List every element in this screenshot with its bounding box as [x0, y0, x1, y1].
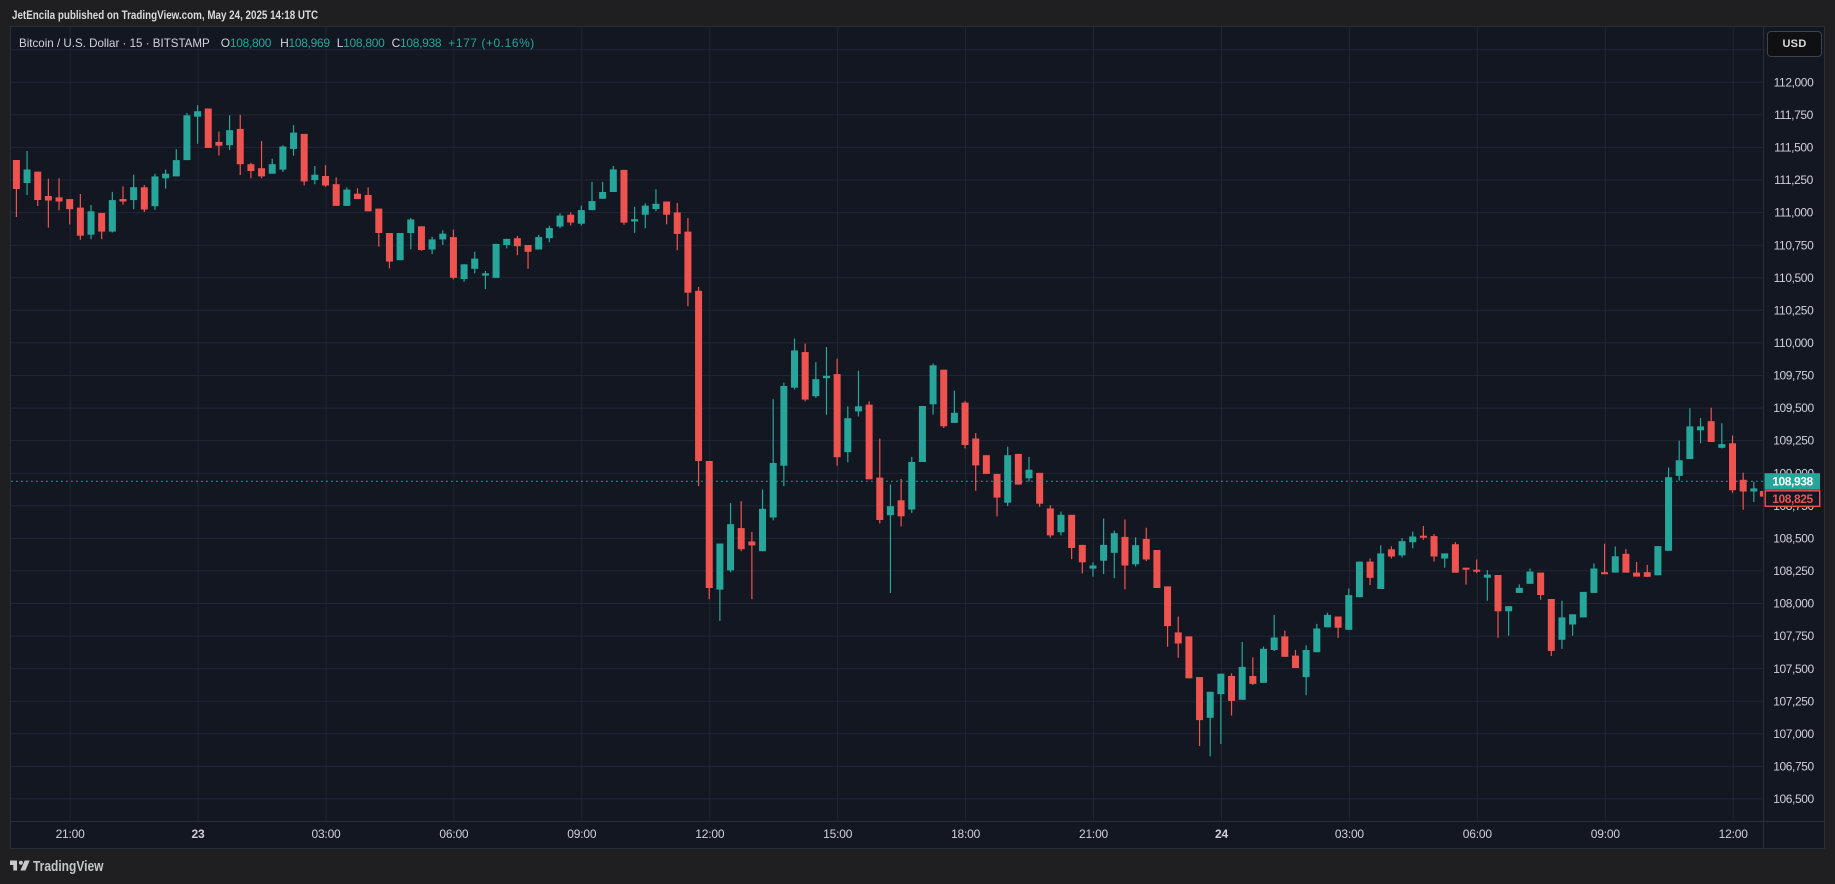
svg-text:110,750: 110,750 [1774, 238, 1814, 252]
svg-text:09:00: 09:00 [1591, 827, 1621, 841]
svg-text:110,000: 110,000 [1774, 336, 1814, 350]
svg-text:111,250: 111,250 [1774, 173, 1814, 187]
svg-text:21:00: 21:00 [1079, 827, 1109, 841]
svg-text:18:00: 18:00 [951, 827, 981, 841]
svg-text:06:00: 06:00 [439, 827, 469, 841]
svg-text:109,500: 109,500 [1773, 401, 1814, 415]
svg-text:23: 23 [192, 827, 205, 841]
svg-text:108,250: 108,250 [1773, 564, 1814, 578]
svg-text:111,000: 111,000 [1774, 206, 1814, 220]
svg-text:12:00: 12:00 [1719, 827, 1749, 841]
svg-text:107,750: 107,750 [1773, 629, 1814, 643]
svg-text:108,938: 108,938 [1772, 475, 1813, 489]
svg-text:21:00: 21:00 [56, 827, 86, 841]
svg-text:109,750: 109,750 [1773, 369, 1814, 383]
svg-text:106,750: 106,750 [1773, 760, 1814, 774]
svg-text:106,500: 106,500 [1773, 792, 1814, 806]
svg-text:107,000: 107,000 [1773, 727, 1814, 741]
svg-text:109,250: 109,250 [1773, 434, 1814, 448]
svg-text:111,500: 111,500 [1774, 141, 1814, 155]
svg-text:110,500: 110,500 [1774, 271, 1814, 285]
svg-text:12:00: 12:00 [695, 827, 725, 841]
svg-text:108,825: 108,825 [1772, 492, 1813, 506]
svg-text:09:00: 09:00 [567, 827, 597, 841]
svg-text:108,500: 108,500 [1773, 532, 1814, 546]
svg-text:112,000: 112,000 [1774, 75, 1814, 89]
svg-text:108,000: 108,000 [1773, 597, 1814, 611]
svg-text:107,250: 107,250 [1773, 694, 1814, 708]
svg-text:15:00: 15:00 [823, 827, 853, 841]
svg-text:06:00: 06:00 [1463, 827, 1493, 841]
svg-text:03:00: 03:00 [311, 827, 341, 841]
svg-text:110,250: 110,250 [1774, 303, 1814, 317]
svg-text:03:00: 03:00 [1335, 827, 1365, 841]
svg-text:111,750: 111,750 [1774, 108, 1814, 122]
svg-text:24: 24 [1215, 827, 1228, 841]
svg-text:107,500: 107,500 [1773, 662, 1814, 676]
